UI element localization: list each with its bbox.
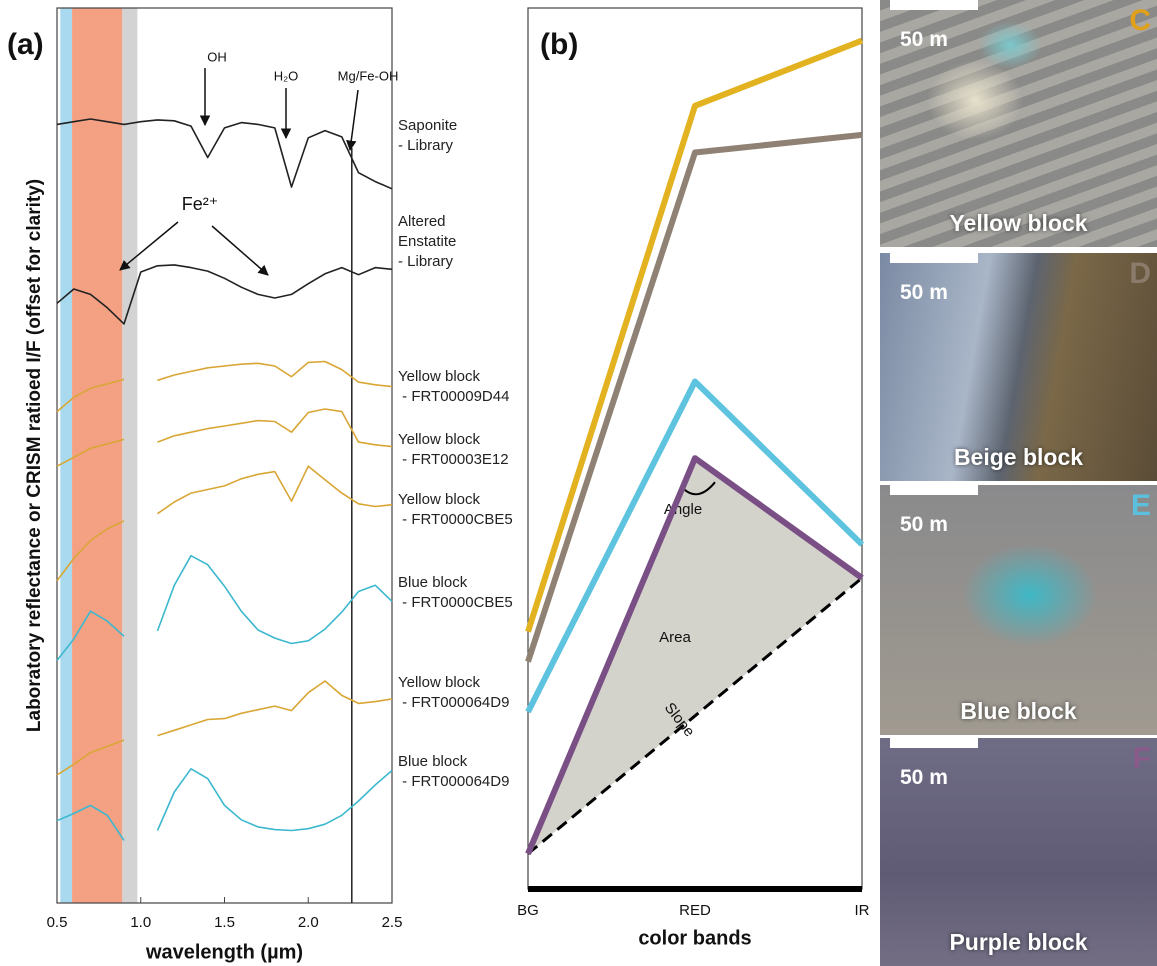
series-label: Blue block - FRT0000CBE5 <box>398 574 513 611</box>
scale-label: 50 m <box>900 513 948 536</box>
series-line <box>56 118 393 190</box>
image-panel: 50 m D Beige block <box>880 253 1157 481</box>
y-axis-label: Laboratory reflectance or CRISM ratioed … <box>24 179 45 732</box>
scale-bar <box>890 0 978 10</box>
series-line <box>56 360 393 413</box>
series-line <box>56 264 393 325</box>
image-caption: Yellow block <box>949 210 1088 236</box>
scale-label: 50 m <box>900 28 948 51</box>
x-tick-label: 2.0 <box>298 914 319 931</box>
annotation: Fe²⁺ <box>182 194 219 214</box>
series-line <box>56 768 393 841</box>
panel-letter: E <box>1130 489 1151 522</box>
series-label: Saponite - Library <box>398 117 458 154</box>
image-panel: 50 m F Purple block <box>880 738 1157 966</box>
x-axis-label: color bands <box>638 927 751 949</box>
arrow <box>119 221 179 271</box>
series-label: Yellow block - FRT00003E12 <box>398 431 509 468</box>
series-label: Yellow block - FRT00009D44 <box>398 368 510 405</box>
series-label: Altered Enstatite - Library <box>398 213 457 270</box>
x-tick-label: IR <box>855 902 870 919</box>
annotation: H₂O <box>274 68 299 83</box>
series-line <box>56 465 393 582</box>
image-panel: 50 m E Blue block <box>880 485 1157 735</box>
scale-label: 50 m <box>900 766 948 789</box>
scale-bar <box>890 485 978 495</box>
arrow <box>211 225 269 276</box>
image-panel: 50 m C Yellow block <box>880 0 1157 247</box>
series-line <box>525 455 864 855</box>
annotation: Area <box>659 629 691 646</box>
series-label: Yellow block - FRT0000CBE5 <box>398 491 513 528</box>
panel-label: (a) <box>7 28 44 61</box>
panel-letter: C <box>1129 4 1151 37</box>
image-caption: Purple block <box>949 929 1088 955</box>
series-line <box>56 680 393 776</box>
series-line <box>56 554 393 661</box>
x-tick-label: BG <box>517 902 539 919</box>
band <box>60 8 73 903</box>
area-fill <box>528 458 862 854</box>
series-line <box>525 37 864 633</box>
image-caption: Blue block <box>960 698 1077 724</box>
x-tick-label: RED <box>679 902 711 919</box>
band <box>122 8 138 903</box>
scale-label: 50 m <box>900 281 948 304</box>
arrow <box>346 89 359 152</box>
scale-bar <box>890 738 978 748</box>
panel-label: (b) <box>540 28 578 61</box>
series-label: Blue block - FRT000064D9 <box>398 753 510 790</box>
series-line <box>525 378 865 714</box>
series-line <box>525 131 863 663</box>
scale-bar <box>890 253 978 263</box>
image-caption: Beige block <box>953 444 1084 470</box>
slope-line <box>527 576 863 855</box>
band <box>72 8 123 903</box>
annotation: Mg/Fe-OH <box>338 68 399 83</box>
panel-letter: D <box>1129 257 1151 290</box>
x-tick-label: 1.5 <box>214 914 235 931</box>
x-axis-label: wavelength (µm) <box>145 941 303 963</box>
annotation: OH <box>207 49 227 64</box>
x-tick-label: 0.5 <box>47 914 68 931</box>
x-tick-label: 1.0 <box>130 914 151 931</box>
series-label: Yellow block - FRT000064D9 <box>398 674 510 711</box>
panel-letter: F <box>1132 742 1151 775</box>
x-tick-label: 2.5 <box>382 914 403 931</box>
series-line <box>56 408 393 467</box>
